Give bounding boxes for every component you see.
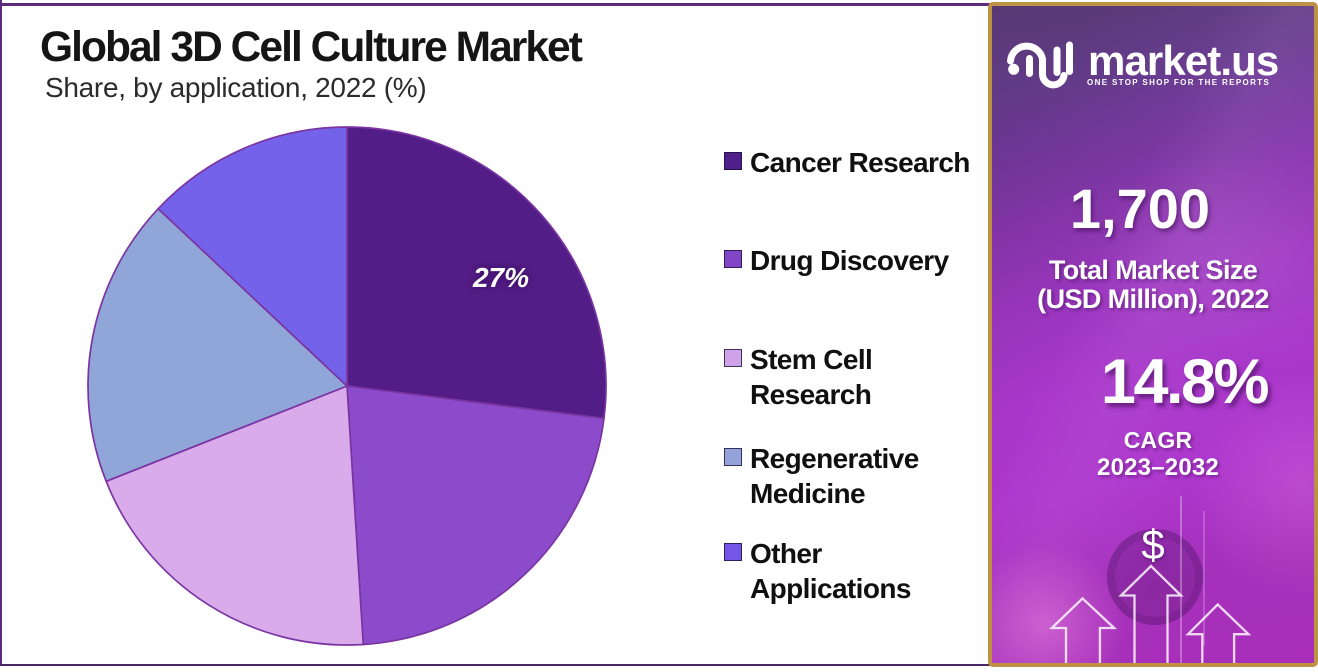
svg-text:27%: 27% xyxy=(472,262,529,293)
